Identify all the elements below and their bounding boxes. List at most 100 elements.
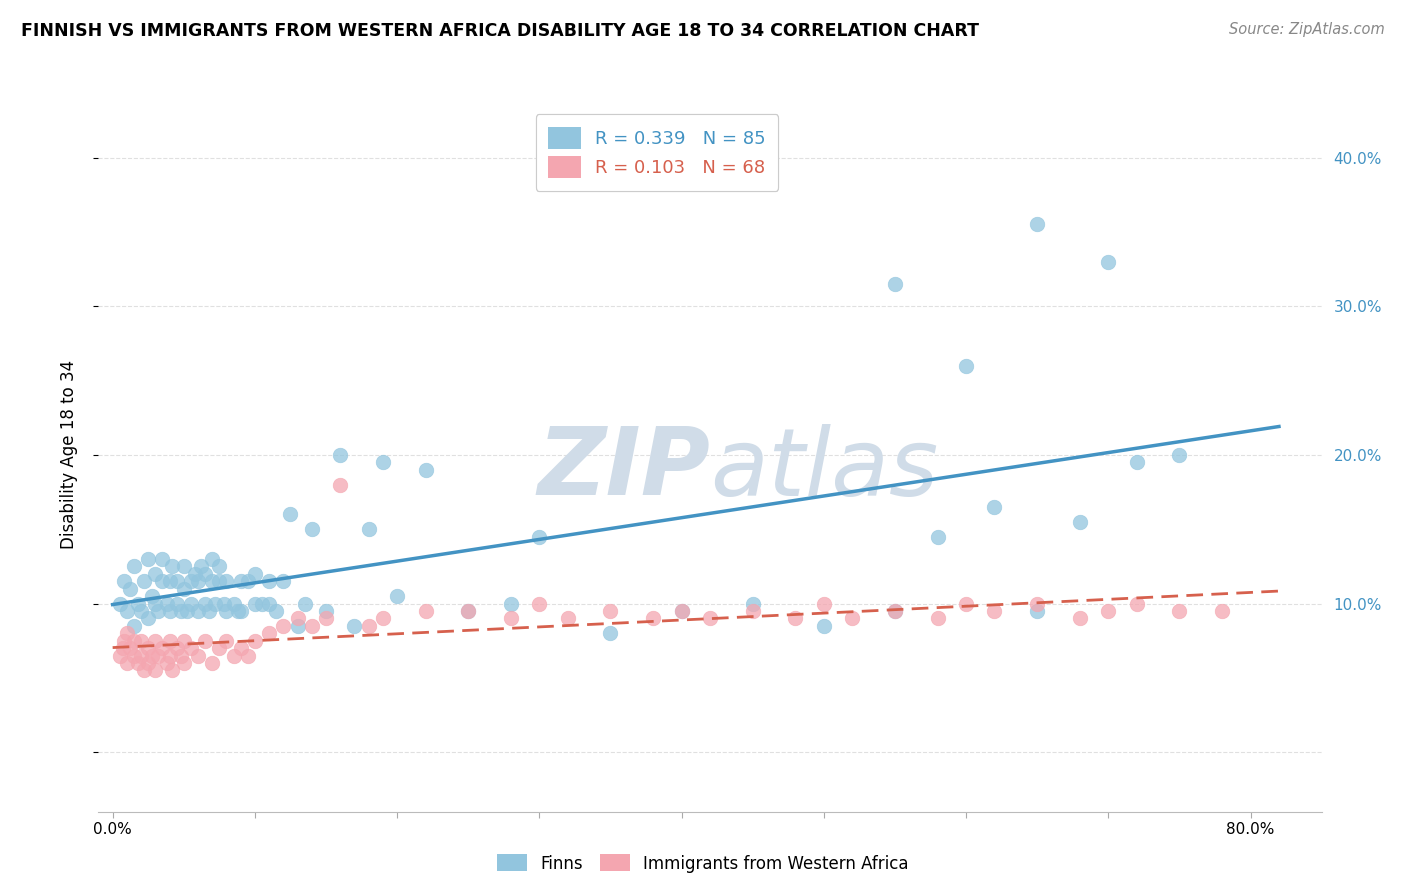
Point (208, 574, 231, 589)
Point (643, 611, 665, 625)
Point (813, 597, 835, 611)
Point (557, 611, 579, 625)
Point (141, 648, 163, 663)
Point (1168, 604, 1191, 618)
Point (813, 619, 835, 633)
Point (226, 604, 249, 618)
Point (243, 597, 266, 611)
Point (287, 619, 309, 633)
Point (301, 522, 323, 536)
Point (136, 611, 159, 625)
Point (136, 641, 159, 656)
Point (257, 597, 280, 611)
Point (166, 574, 188, 589)
Point (1125, 597, 1147, 611)
Point (229, 604, 252, 618)
Point (115, 604, 138, 618)
Point (204, 597, 226, 611)
Point (264, 604, 287, 618)
Point (173, 559, 195, 574)
Point (212, 597, 235, 611)
Point (499, 597, 522, 611)
Point (122, 648, 145, 663)
Point (159, 574, 181, 589)
Point (190, 559, 212, 574)
Point (180, 597, 202, 611)
Point (159, 633, 181, 648)
Point (166, 597, 188, 611)
Point (741, 604, 763, 618)
Point (112, 574, 135, 589)
Text: atlas: atlas (710, 424, 938, 515)
Point (250, 597, 273, 611)
Point (208, 559, 231, 574)
Point (222, 597, 245, 611)
Point (415, 463, 437, 477)
Point (1026, 604, 1049, 618)
Point (146, 604, 169, 618)
Point (215, 633, 238, 648)
Point (243, 633, 266, 648)
Point (141, 589, 163, 603)
Point (198, 604, 221, 618)
Point (287, 611, 309, 625)
Text: Source: ZipAtlas.com: Source: ZipAtlas.com (1229, 22, 1385, 37)
Point (457, 604, 479, 618)
Point (215, 574, 238, 589)
Point (257, 574, 280, 589)
Point (122, 619, 145, 633)
Point (315, 604, 337, 618)
Point (118, 582, 141, 596)
Point (371, 611, 394, 625)
Point (111, 641, 134, 656)
Text: ZIP: ZIP (537, 423, 710, 516)
Point (143, 633, 166, 648)
Point (955, 597, 977, 611)
Point (143, 664, 166, 678)
Point (156, 597, 179, 611)
Point (884, 604, 907, 618)
Point (152, 552, 174, 566)
Point (112, 633, 135, 648)
Point (162, 664, 184, 678)
Point (122, 559, 145, 574)
Point (599, 604, 621, 618)
Point (159, 648, 181, 663)
Point (1097, 254, 1119, 268)
Point (499, 611, 522, 625)
Point (187, 604, 209, 618)
Point (136, 656, 159, 670)
Point (118, 641, 141, 656)
Point (194, 597, 217, 611)
Point (357, 522, 380, 536)
Point (229, 574, 252, 589)
Point (1211, 604, 1233, 618)
Point (170, 648, 193, 663)
Point (115, 626, 138, 640)
Point (699, 611, 721, 625)
Point (1168, 448, 1191, 462)
Point (166, 641, 188, 656)
Point (329, 448, 352, 462)
Point (529, 530, 551, 544)
Point (127, 656, 149, 670)
Point (122, 633, 145, 648)
Point (170, 604, 193, 618)
Legend: R = 0.339   N = 85, R = 0.103   N = 68: R = 0.339 N = 85, R = 0.103 N = 68 (536, 114, 779, 191)
Y-axis label: Disability Age 18 to 34: Disability Age 18 to 34 (59, 360, 77, 549)
Point (194, 633, 217, 648)
Point (173, 582, 195, 596)
Point (785, 611, 807, 625)
Point (1125, 455, 1147, 469)
Point (184, 566, 207, 581)
Point (127, 597, 149, 611)
Point (159, 604, 181, 618)
Point (1097, 604, 1119, 618)
Point (108, 597, 131, 611)
Point (243, 566, 266, 581)
Point (273, 574, 295, 589)
Point (741, 597, 763, 611)
Point (955, 359, 977, 373)
Point (129, 604, 152, 618)
Point (273, 619, 295, 633)
